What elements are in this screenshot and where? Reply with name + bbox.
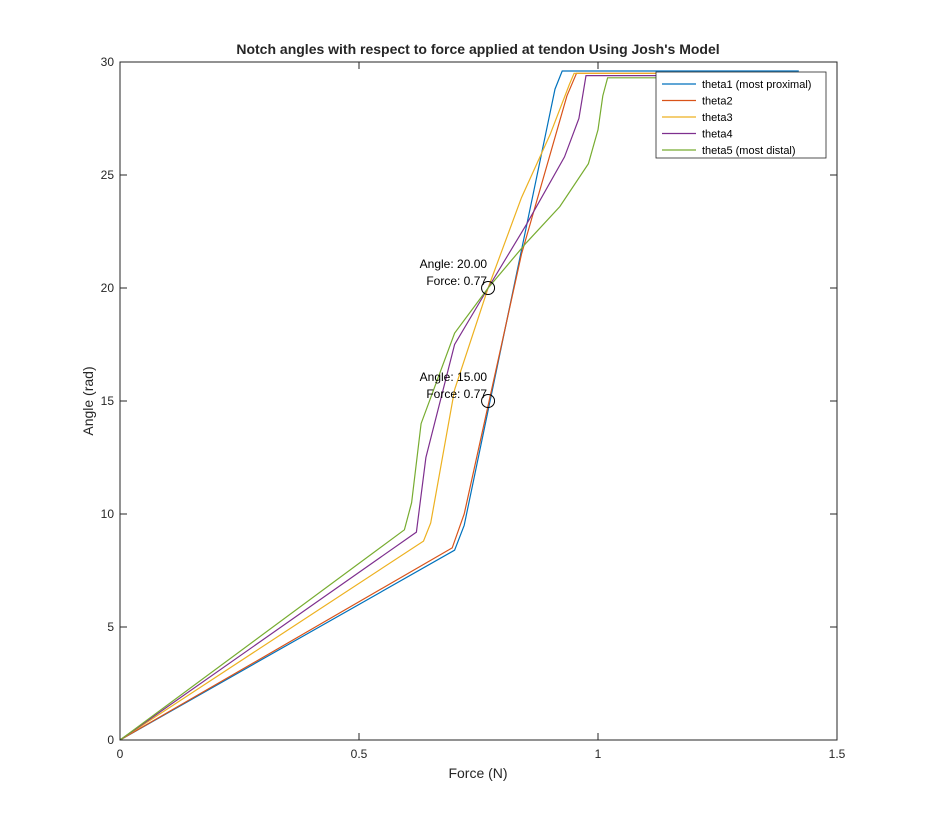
- datatip-label-force: Force: 0.77: [426, 387, 487, 401]
- datatip-marker: [481, 281, 496, 295]
- series-line-3: [119, 72, 799, 741]
- y-tick-label: 15: [101, 394, 115, 408]
- ticks-layer: 0 0.5 1 1.5 0 5 10 15 20 25 30: [101, 55, 846, 761]
- legend-box: [655, 71, 827, 159]
- x-tick-label: 1.5: [829, 747, 846, 761]
- datatip-label-angle: Angle: 15.00: [420, 370, 488, 384]
- plot-area: [120, 62, 837, 740]
- datatip-label-force: Force: 0.77: [426, 274, 487, 288]
- x-tick-label: 1: [595, 747, 602, 761]
- y-tick-label: 20: [101, 281, 115, 295]
- x-axis-label: Force (N): [448, 765, 507, 781]
- legend-entry-3: theta3: [702, 112, 733, 124]
- legend-entry-5: theta5 (most distal): [702, 145, 796, 157]
- y-tick-label: 25: [101, 168, 115, 182]
- legend: theta1 (most proximal) theta2 theta3 theta4…: [655, 71, 827, 159]
- y-axis-label: Angle (rad): [80, 366, 96, 435]
- chart-title: Notch angles with respect to force appli…: [236, 41, 719, 57]
- datatip-marker: [481, 394, 496, 408]
- y-tick-label: 0: [107, 733, 114, 747]
- series-line-4: [119, 74, 799, 741]
- annotation-layer: Angle: 20.00 Force: 0.77 Angle: 15.00 Force…: [420, 257, 496, 408]
- y-tick-label: 10: [101, 507, 115, 521]
- x-tick-label: 0: [117, 747, 124, 761]
- legend-entry-4: theta4: [702, 129, 733, 141]
- legend-entry-1: theta1 (most proximal): [702, 79, 811, 91]
- x-tick-label: 0.5: [351, 747, 368, 761]
- y-tick-label: 30: [101, 55, 115, 69]
- series-layer: [119, 70, 799, 741]
- legend-entry-2: theta2: [702, 96, 733, 108]
- datatip-label-angle: Angle: 20.00: [420, 257, 488, 271]
- y-tick-label: 5: [107, 620, 114, 634]
- series-line-5: [119, 77, 799, 741]
